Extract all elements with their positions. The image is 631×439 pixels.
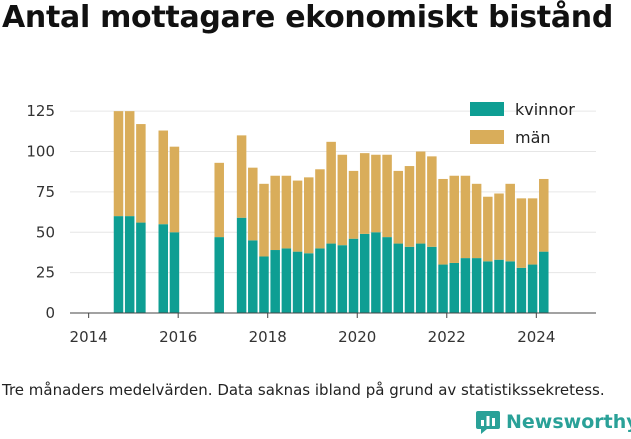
bar-kvinnor xyxy=(248,240,258,313)
x-tick-label: 2022 xyxy=(428,328,466,346)
bar-man xyxy=(113,111,124,217)
legend: kvinnor män xyxy=(470,100,575,147)
bar-man xyxy=(236,135,247,218)
bar-man xyxy=(516,198,527,268)
bar-man xyxy=(505,183,515,262)
bar-kvinnor xyxy=(471,258,482,313)
bar-kvinnor xyxy=(415,243,426,313)
bar-man xyxy=(214,162,224,238)
bar-kvinnor xyxy=(460,258,471,313)
bar-kvinnor xyxy=(315,248,325,313)
stacked-bar-chart: 0 25 50 75 100 125 2014 2016 2018 2020 2022 2024 k… xyxy=(26,100,596,346)
x-tick-label: 2020 xyxy=(338,328,376,346)
bar-man xyxy=(348,170,359,239)
newsworthy-chat-icon xyxy=(476,411,500,434)
bar-kvinnor xyxy=(236,217,247,313)
legend-label: kvinnor xyxy=(515,100,575,119)
bar-man xyxy=(359,153,370,234)
bar-man xyxy=(292,180,303,252)
bar-man xyxy=(337,154,348,246)
bar-kvinnor xyxy=(270,250,280,313)
bar-man xyxy=(449,175,459,263)
y-tick-label: 75 xyxy=(36,183,55,201)
bar-kvinnor xyxy=(516,267,527,313)
bar-kvinnor xyxy=(348,238,359,313)
bar-man xyxy=(304,177,314,254)
bar-man xyxy=(382,154,392,238)
bar-kvinnor xyxy=(527,264,538,313)
bar-kvinnor xyxy=(326,243,336,313)
bar-man xyxy=(404,166,415,247)
bar-man xyxy=(483,196,493,262)
bar-man xyxy=(415,151,426,244)
y-axis: 0 25 50 75 100 125 xyxy=(26,102,55,322)
bar-kvinnor xyxy=(427,246,437,313)
bar-man xyxy=(427,156,437,247)
bar-kvinnor xyxy=(505,261,515,313)
bar-kvinnor xyxy=(494,259,504,313)
x-tick-label: 2024 xyxy=(517,328,555,346)
bar-man xyxy=(438,178,448,265)
bar-kvinnor xyxy=(449,262,459,313)
bar-kvinnor xyxy=(259,256,269,313)
y-tick-label: 50 xyxy=(36,223,55,241)
bar-man xyxy=(371,154,381,233)
bar-man xyxy=(471,183,482,259)
bar-man xyxy=(527,198,538,265)
bar-kvinnor xyxy=(158,224,169,313)
legend-label: män xyxy=(515,128,551,147)
legend-swatch-kvinnor xyxy=(470,102,504,116)
bar-kvinnor xyxy=(124,216,135,313)
x-tick-label: 2016 xyxy=(159,328,197,346)
bar-kvinnor xyxy=(483,261,493,313)
y-tick-label: 100 xyxy=(26,143,55,161)
bar-man xyxy=(539,178,549,252)
bar-man xyxy=(270,175,280,251)
bar-kvinnor xyxy=(304,253,314,313)
bar-man xyxy=(248,167,258,241)
bar-man xyxy=(315,169,325,249)
y-tick-label: 125 xyxy=(26,102,55,120)
bar-man xyxy=(169,146,180,233)
bar-kvinnor xyxy=(281,248,292,313)
bar-man xyxy=(136,124,146,223)
legend-swatch-man xyxy=(470,130,504,144)
y-tick-label: 25 xyxy=(36,264,55,282)
newsworthy-logo[interactable]: Newsworthy xyxy=(475,409,631,435)
bar-kvinnor xyxy=(113,216,124,313)
bar-man xyxy=(281,175,292,249)
bar-kvinnor xyxy=(539,251,549,313)
bar-man xyxy=(259,183,269,257)
x-axis: 2014 2016 2018 2020 2022 2024 xyxy=(70,312,596,346)
bar-kvinnor xyxy=(169,232,180,313)
bar-kvinnor xyxy=(359,233,370,313)
y-tick-label: 0 xyxy=(45,304,55,322)
bar-man xyxy=(460,175,471,259)
bar-kvinnor xyxy=(136,222,146,313)
bar-kvinnor xyxy=(404,246,415,313)
bar-kvinnor xyxy=(393,243,404,313)
bar-kvinnor xyxy=(382,237,392,313)
bar-man xyxy=(494,193,504,260)
bar-kvinnor xyxy=(371,232,381,313)
bar-kvinnor xyxy=(214,237,224,313)
bar-man xyxy=(158,130,169,225)
x-tick-label: 2018 xyxy=(249,328,287,346)
brand-name: Newsworthy xyxy=(506,411,631,433)
bars xyxy=(113,111,549,313)
bar-man xyxy=(124,111,135,217)
bar-kvinnor xyxy=(292,251,303,313)
chart-title: Antal mottagare ekonomiskt bistånd xyxy=(2,0,614,35)
x-tick-label: 2014 xyxy=(70,328,108,346)
bar-kvinnor xyxy=(337,245,348,313)
bar-man xyxy=(393,170,404,244)
bar-kvinnor xyxy=(438,264,448,313)
bar-man xyxy=(326,141,336,244)
chart-caption: Tre månaders medelvärden. Data saknas ib… xyxy=(2,381,605,399)
